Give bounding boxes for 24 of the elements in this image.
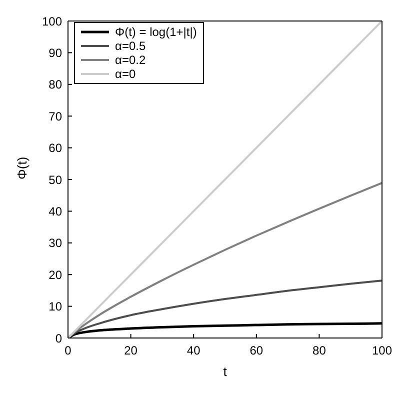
y-tick-label: 80 xyxy=(48,78,62,92)
x-tick-label: 0 xyxy=(64,344,72,358)
legend-label: α=0 xyxy=(115,67,136,81)
legend-label: α=0.2 xyxy=(115,53,146,67)
x-tick-label: 40 xyxy=(186,344,201,358)
line-series xyxy=(68,21,382,338)
x-axis-title: t xyxy=(223,364,228,379)
legend-label: Φ(t) = log(1+|t|) xyxy=(115,25,197,39)
y-tick-label: 50 xyxy=(48,172,62,187)
y-tick-label: 10 xyxy=(48,300,62,314)
x-tick-label: 80 xyxy=(312,344,326,358)
x-tick-label: 20 xyxy=(124,344,138,358)
y-tick-label: 90 xyxy=(48,46,62,60)
y-tick-label: 70 xyxy=(48,109,62,124)
y-tick-label: 60 xyxy=(48,141,62,156)
y-tick-label: 40 xyxy=(48,204,62,218)
y-tick-label: 0 xyxy=(55,331,62,346)
y-axis-title: Φ(t) xyxy=(14,156,30,180)
x-tick-label: 60 xyxy=(250,344,264,358)
y-tick-label: 100 xyxy=(42,14,62,28)
legend-label: α=0.5 xyxy=(115,39,146,53)
y-tick-label: 30 xyxy=(48,236,62,250)
y-tick-label: 20 xyxy=(48,268,62,282)
x-tick-label: 100 xyxy=(372,344,392,358)
